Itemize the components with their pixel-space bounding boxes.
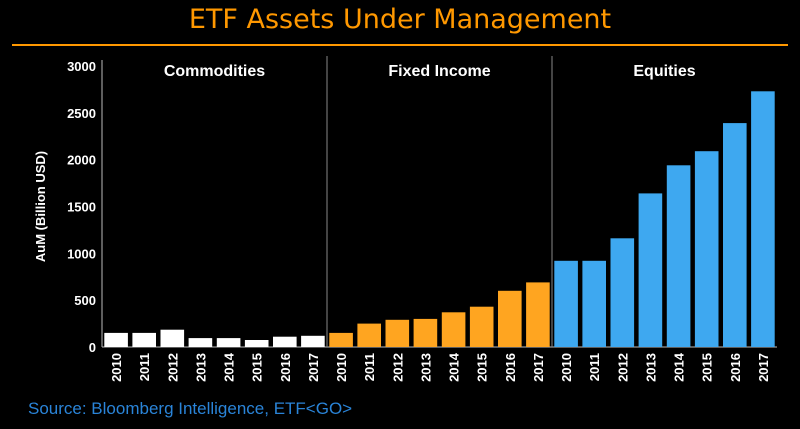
y-axis-label: AuM (Billion USD) xyxy=(33,151,48,262)
x-tick-label: 2017 xyxy=(306,353,321,382)
title-underline xyxy=(12,44,788,46)
x-tick-label: 2012 xyxy=(615,353,630,382)
x-tick-label: 2010 xyxy=(559,353,574,382)
group-label: Commodities xyxy=(164,63,265,80)
y-tick-label: 3000 xyxy=(67,59,96,74)
x-tick-label: 2016 xyxy=(278,353,293,382)
x-tick-label: 2015 xyxy=(250,353,265,382)
x-tick-label: 2012 xyxy=(390,353,405,382)
y-tick-label: 1000 xyxy=(67,246,96,261)
x-tick-label: 2014 xyxy=(672,352,687,382)
y-tick-label: 2000 xyxy=(67,153,96,168)
bar xyxy=(526,282,550,347)
bar xyxy=(160,329,185,347)
x-tick-label: 2014 xyxy=(447,352,462,382)
x-tick-label: 2014 xyxy=(222,352,237,382)
bar xyxy=(554,260,578,347)
bar xyxy=(694,151,719,347)
bar xyxy=(385,319,410,347)
bar xyxy=(723,123,747,347)
bar xyxy=(582,260,606,347)
x-tick-label: 2012 xyxy=(165,353,180,382)
bar xyxy=(751,91,775,347)
y-tick-label: 1500 xyxy=(67,200,96,215)
bar xyxy=(301,335,325,347)
x-tick-label: 2010 xyxy=(334,353,349,382)
x-tick-label: 2015 xyxy=(700,353,715,382)
x-tick-label: 2015 xyxy=(475,353,490,382)
x-tick-label: 2013 xyxy=(643,353,658,382)
plot-area: 0 500 1000 1500 2000 2500 3000 AuM (Billion USD… xyxy=(33,56,777,382)
bar xyxy=(441,312,466,347)
bar xyxy=(638,193,663,347)
x-tick-label: 2010 xyxy=(109,353,124,382)
y-tick-label: 500 xyxy=(74,293,96,308)
x-tick-label: 2016 xyxy=(503,353,518,382)
x-tick-label: 2011 xyxy=(137,353,152,381)
bar xyxy=(244,340,269,347)
bar xyxy=(132,332,156,347)
y-tick-label: 0 xyxy=(89,340,96,355)
group-label: Fixed Income xyxy=(388,63,490,80)
source-note: Source: Bloomberg Intelligence, ETF<GO> xyxy=(28,399,353,418)
x-tick-label: 2011 xyxy=(362,353,377,381)
bar xyxy=(666,165,691,347)
x-tick-label: 2016 xyxy=(728,353,743,382)
bar xyxy=(413,318,438,347)
x-tick-label: 2013 xyxy=(418,353,433,382)
bar xyxy=(216,338,241,347)
bar xyxy=(498,290,522,347)
bar xyxy=(610,238,635,347)
bar xyxy=(329,332,353,347)
bar xyxy=(188,338,213,347)
chart-title: ETF Assets Under Management xyxy=(188,4,612,35)
x-tick-label: 2017 xyxy=(756,353,771,382)
bar xyxy=(273,336,297,347)
group-label: Equities xyxy=(633,63,695,80)
x-tick-label: 2011 xyxy=(587,353,602,381)
y-tick-label: 2500 xyxy=(67,106,96,121)
bar xyxy=(357,323,381,347)
bar xyxy=(469,306,494,347)
x-tick-label: 2013 xyxy=(193,353,208,382)
x-tick-label: 2017 xyxy=(531,353,546,382)
bar xyxy=(104,332,128,347)
